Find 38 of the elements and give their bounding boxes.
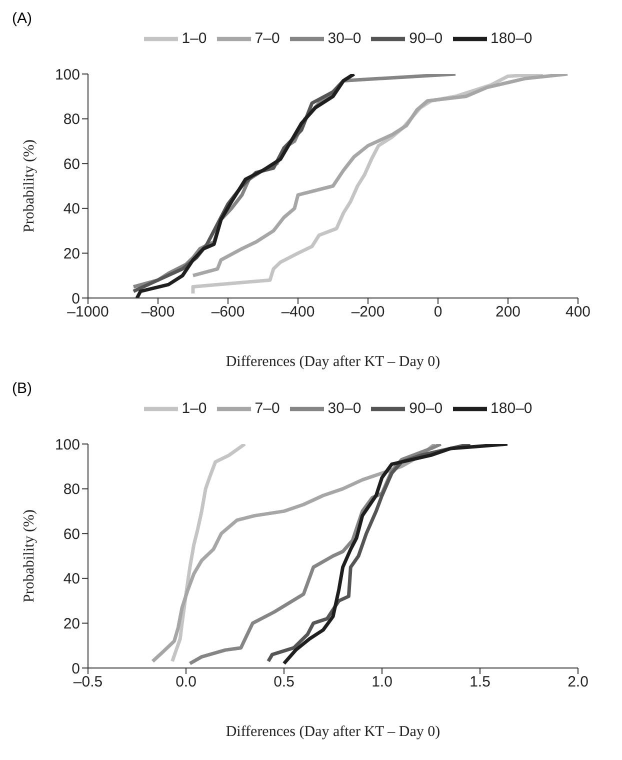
y-tick-label: 80	[63, 111, 80, 128]
x-tick-label: 1.0	[372, 674, 392, 691]
y-tick-label: 80	[63, 481, 80, 498]
x-tick-label: –600	[211, 304, 245, 321]
x-axis-title: Differences (Day after KT – Day 0)	[226, 354, 440, 370]
legend-label: 7–0	[254, 400, 280, 417]
legend-label: 1–0	[182, 400, 207, 417]
y-tick-label: 60	[63, 526, 80, 543]
y-tick-label: 100	[54, 436, 80, 454]
x-tick-label: 0.5	[274, 674, 294, 691]
y-tick-label: 40	[63, 570, 80, 588]
y-tick-label: 100	[54, 66, 80, 84]
x-tick-label: –800	[141, 304, 175, 321]
legend-label: 1–0	[182, 30, 207, 47]
y-tick-label: 40	[63, 200, 80, 218]
legend-label: 180–0	[490, 30, 532, 47]
chart-title: (A)	[12, 10, 32, 27]
legend-label: 30–0	[328, 400, 362, 417]
x-tick-label: 1.5	[470, 674, 490, 691]
y-tick-label: 20	[63, 616, 80, 633]
y-axis-title: Probability (%)	[21, 140, 38, 232]
y-tick-label: 20	[63, 246, 80, 263]
chart-title: (B)	[12, 380, 32, 397]
x-tick-label: –400	[281, 304, 315, 321]
y-tick-label: 60	[63, 156, 80, 173]
legend-label: 7–0	[254, 30, 280, 47]
x-tick-label: –200	[351, 304, 385, 321]
legend-label: 30–0	[328, 30, 362, 47]
x-axis-title: Differences (Day after KT – Day 0)	[226, 724, 440, 740]
x-tick-label: 2.0	[568, 674, 588, 691]
x-tick-label: 400	[565, 304, 591, 321]
x-tick-label: 0.0	[176, 674, 196, 691]
x-tick-label: 200	[495, 304, 521, 321]
legend-label: 90–0	[409, 30, 443, 47]
legend-label: 90–0	[409, 400, 443, 417]
legend-label: 180–0	[490, 400, 532, 417]
x-tick-label: 0	[434, 304, 442, 321]
y-axis-title: Probability (%)	[21, 510, 38, 602]
